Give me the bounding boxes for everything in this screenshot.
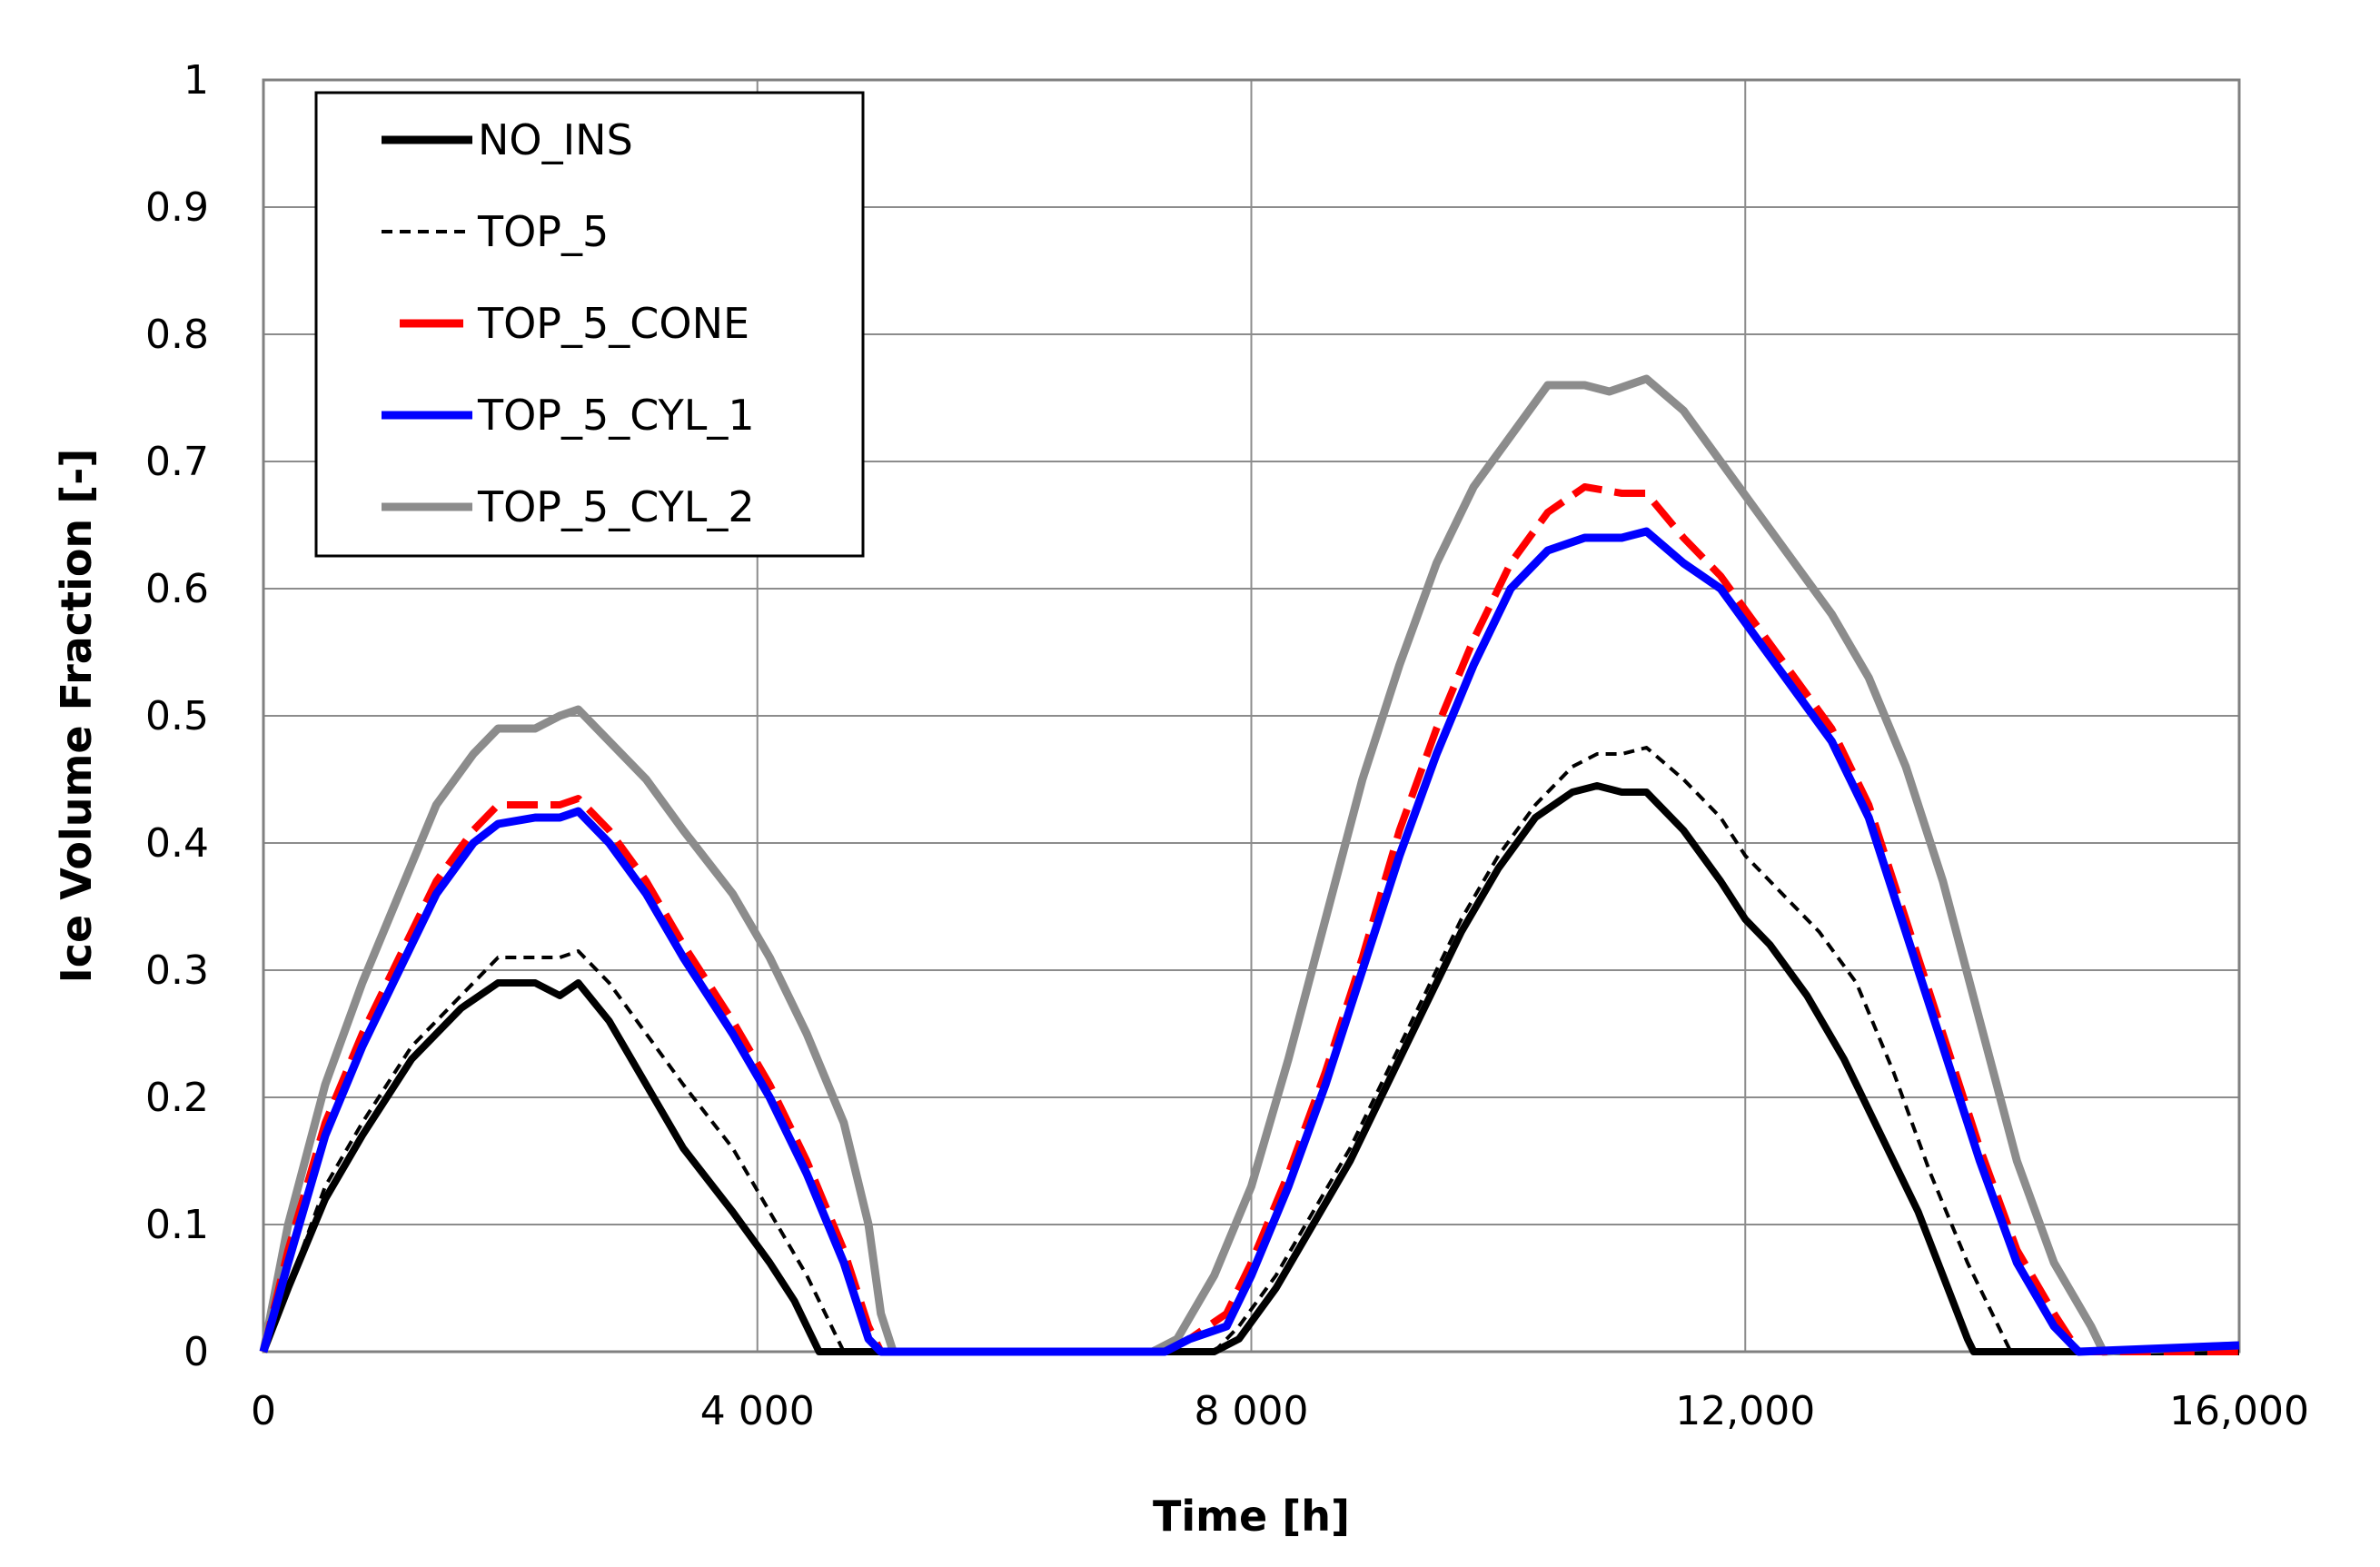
x-axis-title: Time [h] — [1153, 1492, 1350, 1541]
y-tick-label: 0 — [183, 1329, 209, 1375]
y-tick-label: 0.7 — [145, 439, 209, 485]
legend: NO_INS TOP_5 TOP_5_CONE TOP_5_CYL_1 TOP_5_CY… — [314, 91, 865, 558]
series-line-top-5-cyl-2 — [259, 374, 2240, 1356]
y-tick-labels: 0 0.1 0.2 0.3 0.4 0.5 0.6 0.7 0.8 0.9 1 — [145, 57, 209, 1375]
series-line-top-5-cyl-1 — [259, 527, 2240, 1356]
legend-label: TOP_5_CYL_2 — [477, 482, 755, 531]
y-tick-label: 0.2 — [145, 1075, 209, 1121]
series-line-top-5-cone — [260, 483, 2239, 1355]
y-tick-label: 0.8 — [145, 312, 209, 358]
y-tick-label: 0.9 — [145, 184, 209, 231]
x-tick-label: 8 000 — [1195, 1388, 1309, 1434]
legend-label: TOP_5_CYL_1 — [477, 391, 755, 440]
series-line-no-ins — [260, 782, 2239, 1355]
y-tick-label: 0.1 — [145, 1202, 209, 1248]
x-tick-label: 4 000 — [700, 1388, 815, 1434]
y-tick-label: 0.4 — [145, 820, 209, 867]
legend-label: TOP_5_CONE — [477, 299, 749, 348]
x-tick-labels: 0 4 000 8 000 12,000 16,000 — [251, 1388, 2309, 1434]
x-tick-label: 16,000 — [2169, 1388, 2309, 1434]
y-tick-label: 0.5 — [145, 693, 209, 739]
series-line-top-5 — [262, 746, 2239, 1354]
legend-label: TOP_5 — [477, 207, 609, 256]
plot-area — [262, 78, 2241, 1354]
x-tick-label: 12,000 — [1675, 1388, 1815, 1434]
y-tick-label: 0.6 — [145, 566, 209, 612]
x-tick-label: 0 — [251, 1388, 276, 1434]
y-tick-label: 0.3 — [145, 947, 209, 994]
y-tick-label: 1 — [183, 57, 209, 104]
legend-label: NO_INS — [478, 115, 633, 164]
y-axis-title: Ice Volume Fraction [-] — [52, 449, 101, 984]
series-layer — [259, 374, 2240, 1356]
